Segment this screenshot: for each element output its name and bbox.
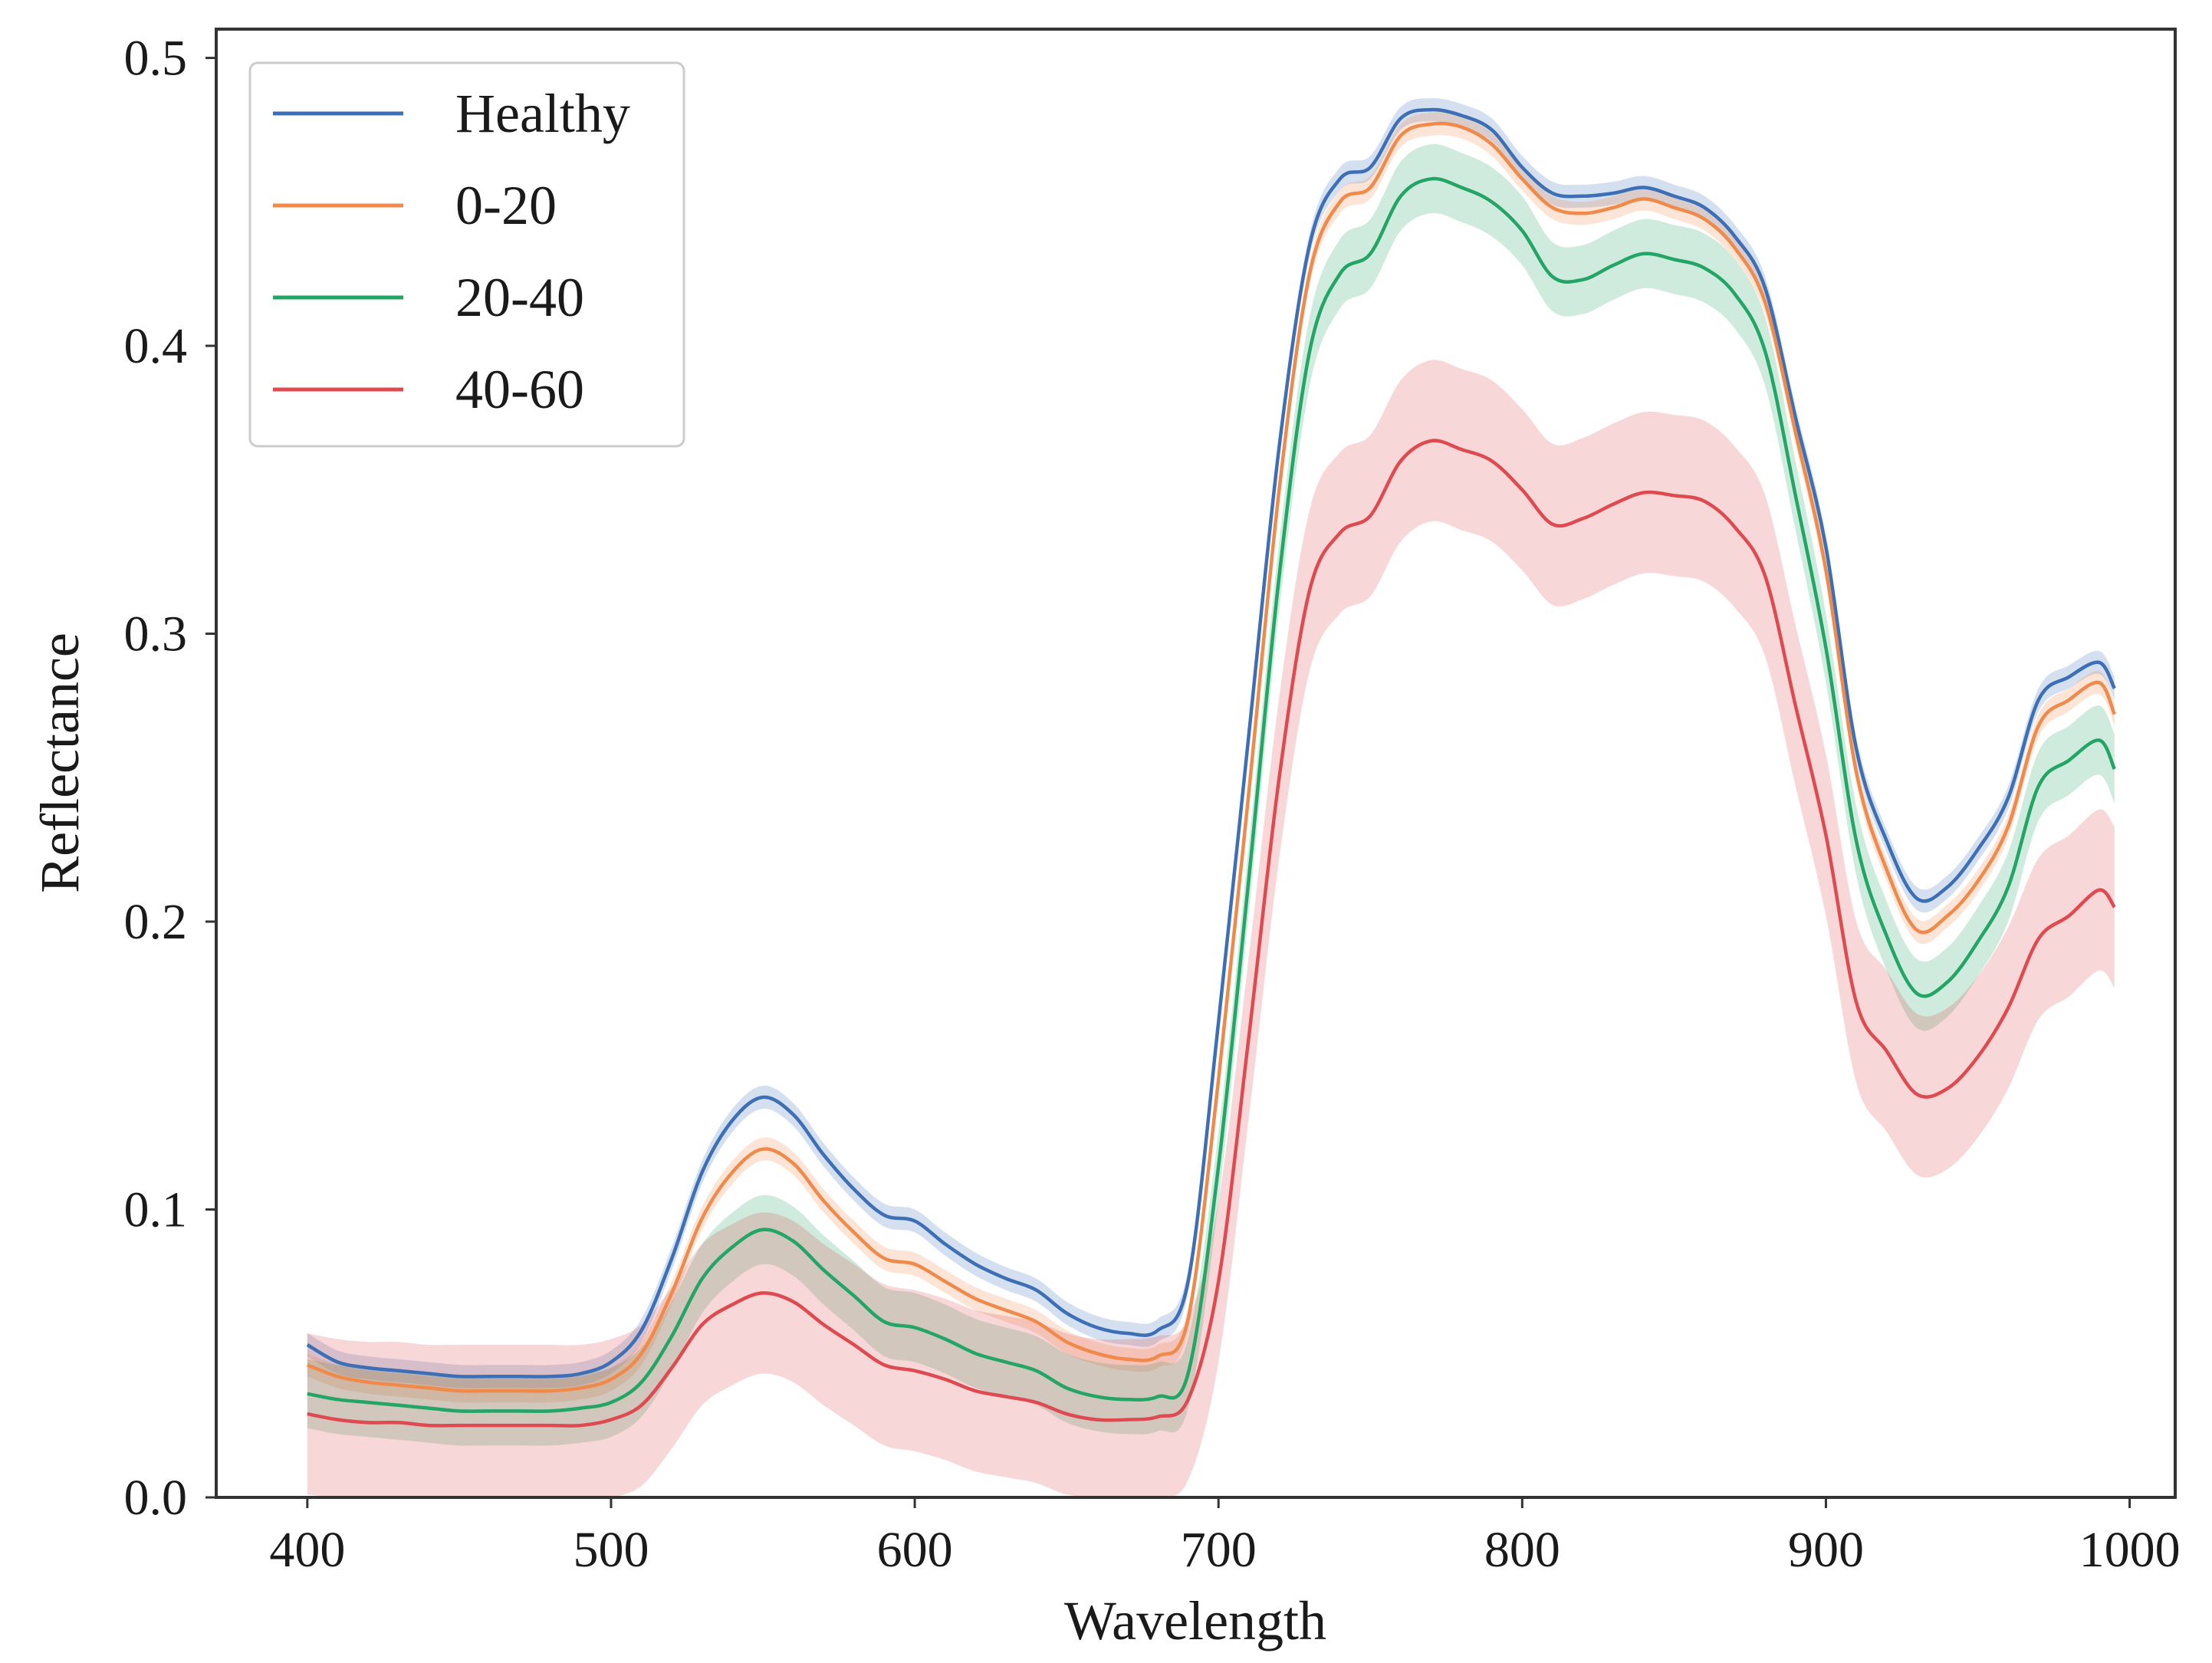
x-tick-label: 700 (1181, 1522, 1257, 1578)
legend-label-0-20: 0-20 (455, 175, 557, 236)
series-line-0-20 (306, 121, 2116, 1393)
y-tick-label: 0.1 (124, 1182, 188, 1238)
x-axis-ticks: 400 500 600 700 800 900 1000 (269, 1497, 2181, 1578)
series-line-20-40 (307, 176, 2116, 1413)
x-tick-label: 900 (1788, 1522, 1864, 1578)
y-axis-label: Reflectance (29, 633, 90, 893)
x-tick-label: 600 (877, 1522, 953, 1578)
band-40-60 (307, 360, 2115, 1499)
x-tick-label: 1000 (2079, 1522, 2181, 1578)
legend-label-healthy: Healthy (455, 83, 630, 144)
y-tick-label: 0.4 (124, 318, 188, 374)
series-lines (306, 107, 2116, 1428)
y-axis-ticks: 0.0 0.1 0.2 0.3 0.4 0.5 (124, 31, 216, 1526)
x-tick-label: 400 (269, 1522, 345, 1578)
legend-label-40-60: 40-60 (455, 359, 584, 420)
x-tick-label: 500 (573, 1522, 649, 1578)
plot-area-frame (215, 28, 2177, 1499)
y-tick-label: 0.3 (124, 606, 188, 662)
x-axis-label: Wavelength (1064, 1590, 1326, 1651)
series-line-healthy (306, 107, 2116, 1379)
legend-label-20-40: 20-40 (455, 267, 584, 328)
x-tick-label: 800 (1484, 1522, 1560, 1578)
y-tick-label: 0.2 (124, 894, 188, 950)
y-tick-label: 0.0 (124, 1470, 188, 1526)
y-tick-label: 0.5 (124, 31, 188, 87)
series-line-40-60 (307, 439, 2116, 1428)
legend-box (248, 61, 685, 448)
legend: Healthy 0-20 20-40 40-60 (248, 61, 685, 448)
